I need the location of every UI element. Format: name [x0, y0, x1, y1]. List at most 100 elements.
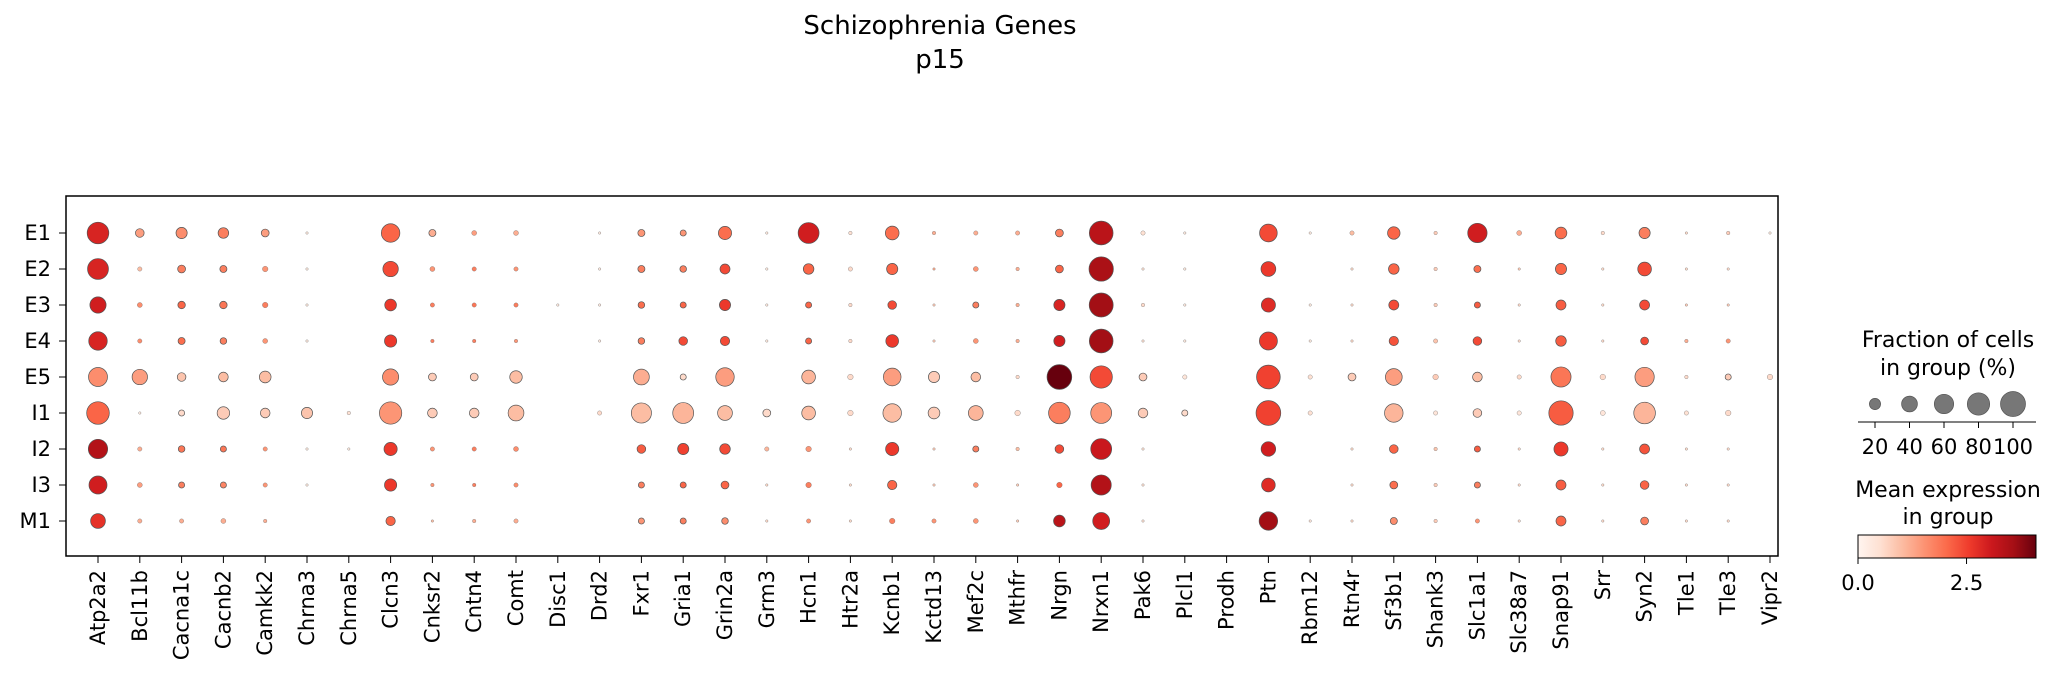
dot-i3-tle1 [1685, 483, 1688, 487]
dot-e2-tle1 [1685, 267, 1688, 271]
dot-e3-nrxn1 [1088, 292, 1114, 318]
dot-e1-syn2 [1638, 227, 1651, 239]
dot-m1-gria1 [679, 517, 687, 525]
dot-m1-slc38a7 [1517, 519, 1521, 523]
dot-e3-plcl1 [1183, 303, 1187, 307]
x-tick-label-atp2a2: Atp2a2 [86, 570, 110, 645]
dot-i1-srr [1600, 410, 1606, 416]
x-tick-label-cntn4: Cntn4 [462, 570, 486, 633]
x-tick-label-rtn4r: Rtn4r [1340, 570, 1364, 628]
dot-i2-grm3 [764, 446, 770, 452]
dot-e1-slc38a7 [1516, 230, 1522, 236]
dot-i3-mthfr [1016, 483, 1019, 487]
dot-e3-srr [1601, 303, 1605, 307]
dot-e3-grin2a [719, 299, 731, 311]
dot-i2-kctd13 [932, 447, 936, 451]
dot-e2-slc38a7 [1517, 267, 1521, 271]
x-tick-label-cacna1c: Cacna1c [170, 570, 194, 660]
dot-e3-syn2 [1639, 299, 1650, 311]
size-legend-title-line1: Fraction of cells [1862, 328, 2034, 353]
dot-i2-camkk2 [262, 446, 268, 452]
dot-i3-shank3 [1433, 483, 1438, 487]
dot-i2-syn2 [1639, 443, 1650, 455]
x-tick-label-chrna5: Chrna5 [337, 570, 361, 646]
dot-i3-atp2a2 [88, 475, 108, 495]
dot-i3-bcl11b [137, 482, 143, 488]
dot-i2-pak6 [1141, 447, 1145, 451]
dot-e1-cacna1c [175, 227, 188, 239]
dot-i1-pak6 [1137, 407, 1149, 419]
dot-e2-shank3 [1433, 267, 1438, 271]
dot-e5-vipr2 [1767, 374, 1773, 380]
dot-e2-fxr1 [637, 265, 646, 273]
dot-m1-cnksr2 [430, 519, 434, 523]
dot-i1-cnksr2 [427, 407, 438, 419]
dot-e5-comt [509, 370, 523, 384]
dot-e2-sf3b1 [1388, 263, 1400, 275]
dot-e2-nrgn [1055, 264, 1064, 274]
dot-e4-syn2 [1640, 336, 1649, 346]
dot-e4-grm3 [765, 339, 769, 343]
dot-m1-cacnb2 [220, 518, 227, 524]
dot-e2-atp2a2 [87, 258, 109, 280]
dot-i3-slc38a7 [1517, 483, 1521, 487]
dot-e4-clcn3 [384, 334, 398, 348]
dot-e4-chrna3 [305, 339, 309, 343]
dot-e2-kcnb1 [886, 263, 899, 275]
dot-e2-comt [513, 266, 519, 272]
dot-i2-snap91 [1553, 441, 1569, 457]
dot-i3-pak6 [1141, 483, 1145, 487]
plot-frame [65, 195, 1779, 557]
x-tick-label-clcn3: Clcn3 [379, 570, 403, 629]
dot-i2-tle1 [1685, 447, 1688, 451]
dot-m1-hcn1 [806, 518, 811, 524]
dot-e5-cacnb2 [218, 371, 229, 383]
dot-m1-kctd13 [931, 518, 937, 524]
dot-e1-mef2c [973, 230, 979, 236]
dot-e1-kctd13 [932, 231, 936, 235]
plot-area [65, 195, 1779, 557]
dot-i1-chrna3 [301, 407, 313, 419]
dot-e1-cnksr2 [428, 229, 437, 237]
dot-e4-atp2a2 [88, 331, 108, 351]
dot-e5-rtn4r [1347, 372, 1357, 382]
dot-e5-hcn1 [801, 369, 816, 385]
dot-i3-kctd13 [932, 483, 936, 487]
dot-i1-plcl1 [1181, 409, 1189, 417]
size-legend-label-20: 20 [1862, 435, 1889, 459]
dot-m1-srr [1601, 519, 1605, 523]
dot-e3-chrna3 [305, 303, 309, 307]
dot-e2-mthfr [1015, 267, 1020, 271]
x-tick-label-snap91: Snap91 [1549, 570, 1573, 650]
dot-i2-kcnb1 [885, 442, 900, 456]
dot-e2-srr [1601, 267, 1605, 271]
dot-i2-clcn3 [383, 442, 398, 456]
x-tick-label-tle3: Tle3 [1716, 570, 1740, 616]
dot-e1-sf3b1 [1387, 226, 1401, 240]
dot-e1-nrgn [1055, 228, 1064, 238]
dot-i3-cacna1c [178, 481, 186, 489]
dot-i2-mef2c [972, 445, 980, 453]
y-tick-label-e2: E2 [24, 257, 51, 281]
dot-e1-atp2a2 [86, 221, 110, 245]
x-tick-label-fxr1: Fxr1 [629, 570, 653, 617]
x-tick-label-slc38a7: Slc38a7 [1507, 570, 1531, 654]
dot-e3-mef2c [972, 301, 980, 309]
color-legend: Mean expression in group 0.0 2.5 [1841, 478, 2041, 595]
dot-i1-ptn [1255, 400, 1282, 426]
dot-e5-shank3 [1432, 374, 1439, 380]
x-tick-label-bcl11b: Bcl11b [128, 570, 152, 642]
dot-e2-chrna3 [305, 267, 309, 271]
dot-e4-nrgn [1053, 335, 1066, 347]
dot-i3-snap91 [1555, 479, 1567, 491]
dot-e3-mthfr [1015, 303, 1020, 307]
dot-i1-slc38a7 [1516, 410, 1522, 416]
dot-i3-cnksr2 [430, 483, 435, 487]
dot-i1-syn2 [1633, 401, 1656, 425]
dot-e3-fxr1 [637, 301, 646, 309]
dot-e1-grm3 [765, 231, 769, 235]
dot-e5-plcl1 [1182, 374, 1188, 380]
dot-e3-cacna1c [177, 300, 186, 310]
dot-i3-slc1a1 [1473, 481, 1481, 489]
dot-m1-htr2a [849, 519, 852, 523]
